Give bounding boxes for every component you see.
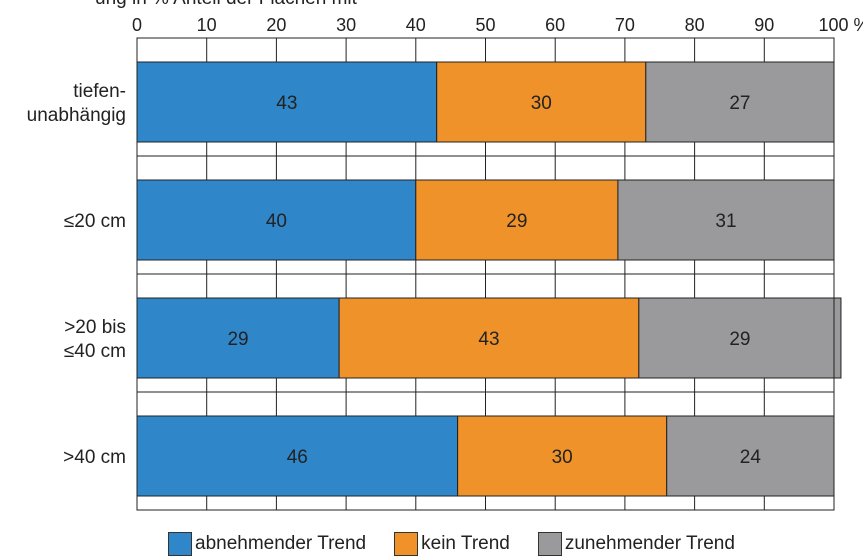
bar-segment (415, 179, 619, 261)
bar-segment (338, 297, 640, 379)
legend-label: zunehmender Trend (564, 533, 735, 554)
x-tick-label: 90 (754, 15, 774, 35)
bar-value-label: 29 (227, 329, 248, 350)
plot-frame (136, 37, 835, 511)
x-tick-label: 20 (266, 15, 286, 35)
legend-item: kein Trend (394, 532, 510, 556)
bar-value-label: 40 (266, 211, 287, 232)
bar-value-label: 29 (506, 211, 527, 232)
legend-item: abnehmender Trend (168, 532, 366, 556)
x-tick-label: 0 (132, 15, 142, 35)
legend-swatch (537, 532, 562, 556)
bar-segment (136, 179, 417, 261)
bar-value-label: 46 (287, 447, 308, 468)
bar-segment (666, 415, 835, 497)
x-tick-label: 70 (615, 15, 635, 35)
x-axis-ticks: 0 10 20 30 40 50 60 70 80 90 100 % (132, 15, 863, 35)
category-label: ≤20 cm (64, 211, 126, 232)
legend: abnehmender Trend kein Trend zunehmender T… (168, 532, 763, 556)
category-label: >20 bis (64, 317, 126, 338)
legend-item: zunehmender Trend (537, 532, 735, 556)
x-tick-label: 60 (545, 15, 565, 35)
x-tick-label: 80 (685, 15, 705, 35)
bar-value-label: 24 (740, 447, 762, 468)
bar-segment (436, 61, 647, 143)
x-tick-label: 100 % (818, 15, 863, 35)
bar-value-label: 43 (478, 329, 499, 350)
bar-segment (645, 61, 835, 143)
category-label: ≤40 cm (64, 341, 126, 362)
bars: 43 30 27 40 29 31 29 43 29 46 30 24 (136, 61, 842, 497)
bar-segment (136, 297, 340, 379)
category-label: tiefen- (73, 81, 126, 102)
legend-swatch (168, 532, 192, 556)
category-label: unabhängig (27, 105, 126, 126)
legend-label: abnehmender Trend (195, 533, 367, 554)
x-tick-label: 10 (197, 15, 217, 35)
bar-segment (136, 61, 438, 143)
bar-segment (136, 415, 459, 497)
x-tick-label: 40 (406, 15, 426, 35)
cropped-header-text: ung in % Anteil der Flächen mit (95, 0, 358, 9)
bar-value-label: 43 (276, 93, 297, 114)
legend-label: kein Trend (421, 533, 510, 554)
bar-value-label: 30 (531, 93, 552, 114)
category-label: >40 cm (63, 447, 126, 468)
legend-swatch (394, 532, 419, 556)
x-tick-label: 30 (336, 15, 356, 35)
bar-value-label: 30 (552, 447, 573, 468)
bar-segment (457, 415, 668, 497)
bar-value-label: 31 (715, 211, 736, 232)
bar-segment (638, 297, 842, 379)
x-tick-label: 50 (475, 15, 495, 35)
category-labels: tiefen-unabhängig ≤20 cm >20 bis ≤40 cm >40 … (27, 81, 126, 468)
bar-segment (617, 179, 835, 261)
bar-value-label: 27 (729, 93, 750, 114)
bar-value-label: 29 (729, 329, 750, 350)
